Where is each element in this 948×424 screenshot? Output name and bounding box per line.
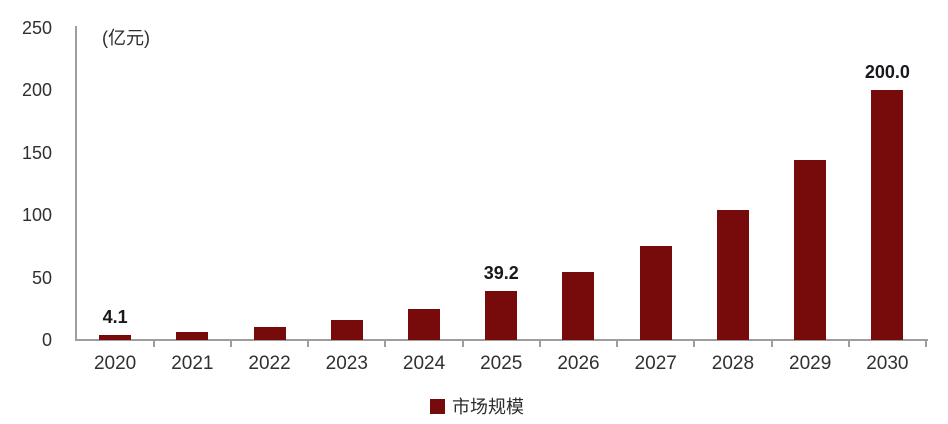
x-axis-tick-label: 2030 xyxy=(866,353,909,374)
x-axis-tick-label: 2023 xyxy=(325,353,368,374)
bar xyxy=(330,320,363,340)
x-axis-tick xyxy=(847,341,850,347)
x-axis-tick-label: 2029 xyxy=(789,353,832,374)
bar xyxy=(99,334,132,340)
x-axis-tick xyxy=(616,341,619,347)
data-label: 39.2 xyxy=(483,263,519,284)
bar xyxy=(562,272,595,340)
legend-color-swatch xyxy=(430,398,445,414)
bar xyxy=(871,90,904,340)
y-tick-label: 250 xyxy=(21,18,52,38)
bar xyxy=(176,332,209,340)
y-axis-line xyxy=(75,26,77,341)
data-label: 200.0 xyxy=(864,62,910,83)
x-axis-tick-label: 2021 xyxy=(171,353,214,374)
x-axis-tick-label: 2028 xyxy=(711,353,755,374)
x-axis-tick xyxy=(384,341,387,347)
x-axis-tick xyxy=(538,341,541,347)
x-axis-tick xyxy=(770,341,773,347)
x-axis-tick-label: 2026 xyxy=(557,353,600,374)
y-axis-unit-label: (亿元) xyxy=(102,28,150,48)
bar xyxy=(716,209,749,340)
x-axis-line xyxy=(75,339,928,341)
x-axis-tick xyxy=(229,341,232,347)
y-tick-label: 100 xyxy=(21,205,52,226)
bar xyxy=(253,327,286,340)
bar xyxy=(408,308,441,340)
x-axis-tick-label: 2022 xyxy=(248,353,291,374)
y-tick-label: 200 xyxy=(21,80,52,101)
bar xyxy=(485,291,518,340)
legend-label: 市场规模 xyxy=(452,397,524,417)
x-axis-tick-label: 2027 xyxy=(634,353,677,374)
bar xyxy=(794,159,827,340)
x-axis-tick xyxy=(152,341,155,347)
bar xyxy=(639,246,672,340)
legend: 市场规模 xyxy=(430,393,524,419)
x-axis-tick-label: 2025 xyxy=(480,353,523,374)
x-axis-tick-label: 2020 xyxy=(93,353,137,374)
x-axis-tick-label: 2024 xyxy=(402,353,446,374)
x-axis-tick xyxy=(925,341,927,347)
x-axis-tick xyxy=(307,341,310,347)
y-tick-label: 0 xyxy=(41,330,52,350)
y-tick-label: 50 xyxy=(31,267,52,288)
x-axis-tick xyxy=(693,341,696,347)
x-axis-tick xyxy=(461,341,464,347)
data-label: 4.1 xyxy=(102,306,128,327)
y-tick-label: 150 xyxy=(21,142,52,163)
